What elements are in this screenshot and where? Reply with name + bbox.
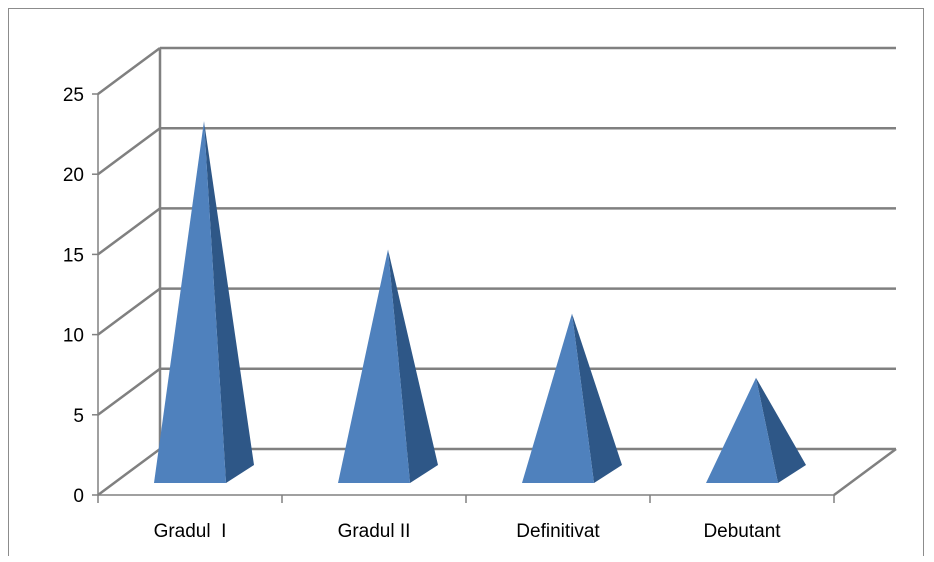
pyramid-side-face <box>204 121 254 484</box>
gridlines <box>97 46 897 497</box>
x-category-label: Gradul I <box>154 521 227 542</box>
gridline-diagonal <box>97 367 161 416</box>
pyramid-front-face <box>522 313 594 483</box>
pyramid-side-face <box>572 313 622 483</box>
x-category-label: Definitivat <box>516 521 600 542</box>
gridline-diagonal <box>97 127 161 176</box>
pyramid-side-face <box>756 377 806 483</box>
x-category-label: Debutant <box>703 521 781 542</box>
pyramid-series <box>154 121 806 484</box>
y-tick-label: 20 <box>63 165 84 186</box>
y-tick-label: 5 <box>73 406 84 427</box>
gridline-diagonal <box>97 46 161 96</box>
y-tick-label: 15 <box>63 245 84 266</box>
y-tick-label: 10 <box>63 326 84 347</box>
floor-right-edge <box>833 447 897 497</box>
pyramid-front-face <box>154 121 226 484</box>
gridline-diagonal <box>97 447 161 497</box>
pyramid-front-face <box>706 377 778 483</box>
pyramid-side-face <box>388 249 438 483</box>
pyramid-front-face <box>338 249 410 483</box>
axis-labels: 0 5 10 15 20 25 Gradul I Gradul II Definitivat De… <box>63 85 781 542</box>
y-tick-label: 0 <box>73 486 84 507</box>
gridline-diagonal <box>97 207 161 256</box>
x-category-label: Gradul II <box>338 521 411 542</box>
y-tick-label: 25 <box>63 85 84 106</box>
gridline-diagonal <box>97 287 161 336</box>
axes <box>92 93 835 503</box>
